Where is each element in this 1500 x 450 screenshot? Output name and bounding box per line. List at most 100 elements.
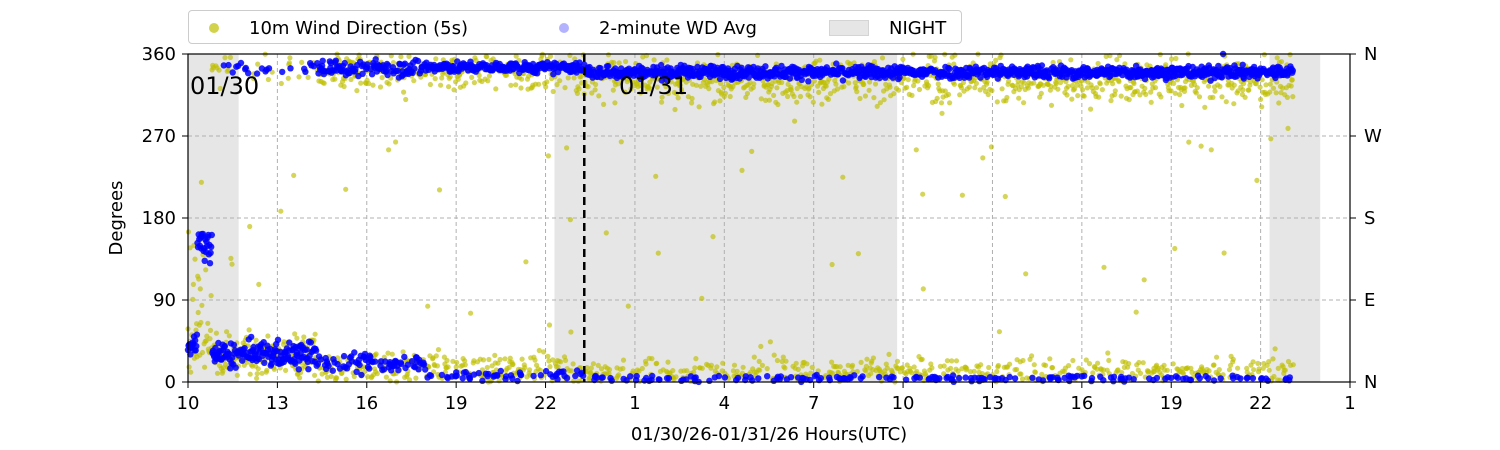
wd5s-point-322	[358, 80, 364, 86]
wd5s-point-518	[463, 80, 469, 86]
wd5s-point-1490	[984, 79, 990, 85]
wd5s-point-808	[618, 139, 624, 145]
wd2min-point-77	[230, 341, 238, 349]
wd2min-point-923	[734, 374, 742, 382]
wd2min-point-1330	[977, 74, 984, 81]
wd5s-point-1273	[868, 371, 874, 377]
wd5s-point-1591	[1038, 90, 1044, 96]
wd5s-point-1559	[1021, 80, 1027, 86]
wd5s-point-999	[721, 84, 727, 90]
wd5s-point-1200	[829, 359, 835, 365]
wd5s-point-1393	[932, 54, 938, 61]
wd2min-point-376	[408, 358, 416, 365]
wd2min-point-875	[706, 377, 713, 384]
wd5s-point-377	[387, 378, 393, 384]
wd5s-point-72	[224, 329, 230, 335]
wd2min-point-215	[312, 347, 320, 354]
wd5s-point-359	[377, 84, 384, 90]
wd5s-point-1837	[1170, 361, 1176, 367]
wd5s-point-1499	[989, 88, 995, 94]
wd5s-point-1403	[937, 363, 944, 369]
wd2min-point-28	[201, 257, 208, 264]
wd5s-point-496	[451, 87, 457, 93]
wd5s-point-794	[611, 60, 617, 66]
wd5s-point-82	[229, 261, 235, 267]
wd5s-point-1993	[1254, 177, 1260, 183]
wd5s-point-1253	[857, 95, 863, 102]
wd5s-point-674	[546, 322, 553, 328]
wd2min-point-692	[597, 65, 604, 72]
wd5s-point-304	[348, 76, 354, 83]
wd5s-point-986	[714, 364, 720, 370]
wd5s-point-1350	[909, 92, 915, 98]
wd5s-point-1567	[1025, 85, 1031, 91]
wd5s-point-1108	[779, 358, 785, 365]
wd2min-point-206	[307, 339, 314, 346]
wd5s-point-1166	[810, 99, 816, 105]
wd5s-point-1936	[1223, 99, 1229, 105]
wd5s-point-2031	[1274, 55, 1280, 61]
wd2min-point-106	[248, 333, 255, 341]
wd5s-point-1125	[788, 87, 794, 93]
wd5s-point-1573	[1029, 353, 1035, 359]
wd5s-point-729	[576, 86, 582, 92]
wd5s-point-756	[590, 361, 597, 367]
wd5s-point-465	[434, 363, 440, 369]
wd5s-point-1302	[883, 361, 889, 367]
wd5s-point-749	[587, 375, 593, 381]
wd5s-point-1080	[764, 366, 770, 372]
wd5s-point-997	[720, 360, 726, 366]
wd2min-point-1305	[962, 374, 969, 381]
wd5s-point-1697	[1095, 60, 1101, 67]
wd5s-point-381	[389, 351, 395, 357]
wd5s-point-953	[696, 104, 702, 110]
wd2min-point-663	[579, 372, 587, 379]
wd5s-point-883	[659, 99, 665, 105]
wd2min-point-91	[239, 357, 246, 364]
wd5s-point-1160	[807, 94, 813, 100]
wd5s-point-1232	[846, 80, 852, 86]
legend-marker-blue	[559, 23, 569, 33]
wd5s-point-1142	[797, 93, 804, 100]
wd5s-point-199	[292, 331, 298, 337]
wd5s-point-10	[190, 281, 196, 287]
wd2min-point-494	[479, 377, 486, 384]
wd5s-point-719	[571, 378, 577, 384]
wd5s-point-452	[427, 81, 433, 88]
wd2min-point-1062	[817, 375, 824, 382]
wd5s-point-212	[299, 59, 305, 65]
wd5s-point-1422	[948, 365, 954, 371]
wd5s-point-1239	[849, 362, 856, 368]
wd5s-point-594	[504, 72, 510, 78]
wd5s-point-1444	[959, 192, 966, 198]
wd5s-point-1470	[973, 80, 980, 86]
wd5s-point-130	[255, 61, 261, 67]
wd5s-point-27	[199, 349, 206, 356]
wd2min-point-1445	[1045, 75, 1053, 82]
wd5s-point-930	[684, 368, 690, 374]
wd5s-point-1354	[911, 364, 917, 370]
wd5s-point-2027	[1272, 346, 1278, 352]
wd5s-point-161	[271, 366, 277, 372]
wd5s-point-630	[523, 259, 529, 265]
wd5s-point-1823	[1163, 62, 1169, 68]
wd5s-point-1557	[1020, 357, 1026, 364]
wd5s-point-1361	[915, 78, 921, 84]
wd5s-point-516	[462, 358, 468, 364]
wd5s-point-1349	[908, 370, 915, 376]
wd5s-point-993	[718, 80, 724, 87]
wd5s-point-2016	[1266, 367, 1272, 373]
wd5s-point-1918	[1214, 354, 1220, 360]
wd5s-point-1446	[960, 79, 967, 86]
wd2min-point-262	[340, 352, 348, 360]
wd5s-point-869	[651, 57, 657, 63]
wd5s-point-1949	[1230, 356, 1236, 362]
wd5s-point-1695	[1094, 366, 1100, 372]
wd5s-point-1886	[1196, 94, 1203, 100]
wd2min-point-686	[593, 374, 600, 381]
wd2min-point-620	[554, 376, 561, 383]
wd5s-point-2015	[1266, 359, 1272, 365]
day-label-1: 01/31	[619, 72, 688, 100]
wd5s-point-1164	[809, 364, 815, 370]
wd2min-point-1284	[949, 372, 957, 379]
